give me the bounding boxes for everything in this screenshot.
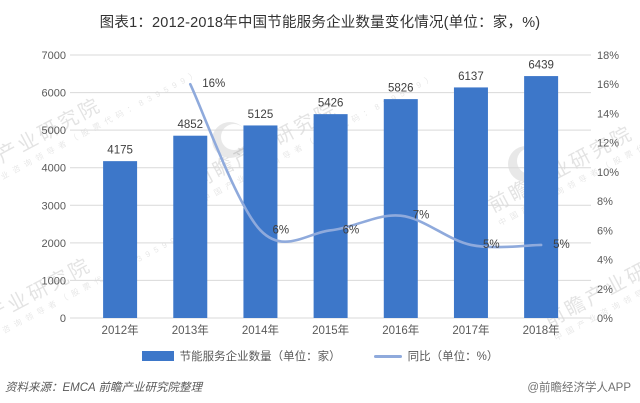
svg-text:5%: 5% [553,239,570,251]
svg-text:5426: 5426 [318,98,344,110]
svg-text:2017年: 2017年 [452,323,489,337]
svg-text:16%: 16% [202,78,225,90]
svg-text:18%: 18% [597,50,619,62]
svg-text:7000: 7000 [42,50,66,62]
legend: 节能服务企业数量（单位：家） 同比（单位：%） [0,347,640,365]
credit-note: @前瞻经济学人APP [527,382,631,394]
svg-text:3000: 3000 [42,200,66,212]
bar-2014年 [243,125,278,318]
svg-text:4852: 4852 [177,119,203,131]
svg-text:6%: 6% [272,224,289,236]
svg-text:4%: 4% [597,255,613,267]
svg-text:2%: 2% [597,284,613,296]
svg-text:0%: 0% [597,313,613,325]
chart-title: 图表1：2012-2018年中国节能服务企业数量变化情况(单位：家，%) [99,15,541,31]
legend-item-line-series: 同比（单位：%） [373,348,499,364]
bar-series-swatch [141,351,174,361]
svg-text:5826: 5826 [388,83,414,95]
svg-text:5125: 5125 [248,109,274,121]
svg-text:6%: 6% [343,224,360,236]
bar-2018年 [524,76,559,318]
growth-rate-line [188,82,543,249]
svg-text:12%: 12% [597,138,619,150]
svg-text:6439: 6439 [528,60,554,72]
svg-text:5000: 5000 [42,125,66,137]
svg-text:2014年: 2014年 [242,323,279,337]
svg-text:2018年: 2018年 [523,323,560,337]
svg-text:6137: 6137 [458,71,484,83]
bar-2013年 [173,135,208,318]
svg-text:8%: 8% [597,196,613,208]
svg-text:2016年: 2016年 [382,323,419,337]
svg-text:7%: 7% [413,210,430,222]
svg-text:6000: 6000 [42,88,66,100]
svg-text:4175: 4175 [107,145,133,157]
legend-item-bar-series: 节能服务企业数量（单位：家） [141,348,341,364]
source-note: 资料来源：EMCA 前瞻产业研究院整理 [5,382,202,394]
svg-text:1000: 1000 [42,275,66,287]
legend-label-line-series: 同比（单位：%） [407,351,499,363]
bar-2015年 [313,114,348,319]
combo-chart: 0 1000 2000 3000 4000 5000 6000 7000 0% 2% 4% 6% 8% 1… [42,50,620,337]
svg-text:6%: 6% [597,225,613,237]
svg-text:0: 0 [60,313,66,325]
bar-2012年 [103,161,138,318]
svg-text:4000: 4000 [42,163,66,175]
bar-2017年 [453,87,488,319]
bar-2016年 [383,99,418,318]
legend-label-bar-series: 节能服务企业数量（单位：家） [179,351,341,363]
svg-text:14%: 14% [597,108,619,120]
line-series-swatch [373,354,402,358]
svg-text:10%: 10% [597,167,619,179]
svg-text:5%: 5% [483,239,500,251]
svg-text:2012年: 2012年 [102,323,139,337]
svg-text:2015年: 2015年 [312,323,349,337]
svg-text:16%: 16% [597,79,619,91]
svg-text:2000: 2000 [42,238,66,250]
svg-text:2013年: 2013年 [172,323,209,337]
